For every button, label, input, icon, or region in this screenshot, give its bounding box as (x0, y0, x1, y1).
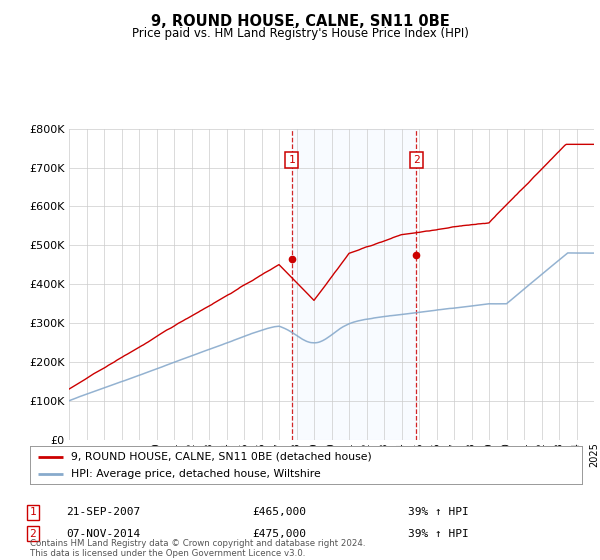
Text: 2: 2 (413, 155, 420, 165)
Text: 39% ↑ HPI: 39% ↑ HPI (408, 529, 469, 539)
Text: £465,000: £465,000 (252, 507, 306, 517)
Text: 21-SEP-2007: 21-SEP-2007 (66, 507, 140, 517)
Text: 9, ROUND HOUSE, CALNE, SN11 0BE: 9, ROUND HOUSE, CALNE, SN11 0BE (151, 14, 449, 29)
Text: 2: 2 (29, 529, 37, 539)
Text: 07-NOV-2014: 07-NOV-2014 (66, 529, 140, 539)
Text: 9, ROUND HOUSE, CALNE, SN11 0BE (detached house): 9, ROUND HOUSE, CALNE, SN11 0BE (detache… (71, 451, 372, 461)
Text: Contains HM Land Registry data © Crown copyright and database right 2024.
This d: Contains HM Land Registry data © Crown c… (30, 539, 365, 558)
Text: 39% ↑ HPI: 39% ↑ HPI (408, 507, 469, 517)
Text: 1: 1 (288, 155, 295, 165)
Bar (292, 129, 416, 440)
Text: £475,000: £475,000 (252, 529, 306, 539)
Text: HPI: Average price, detached house, Wiltshire: HPI: Average price, detached house, Wilt… (71, 469, 321, 479)
Text: Price paid vs. HM Land Registry's House Price Index (HPI): Price paid vs. HM Land Registry's House … (131, 27, 469, 40)
Text: 1: 1 (29, 507, 37, 517)
